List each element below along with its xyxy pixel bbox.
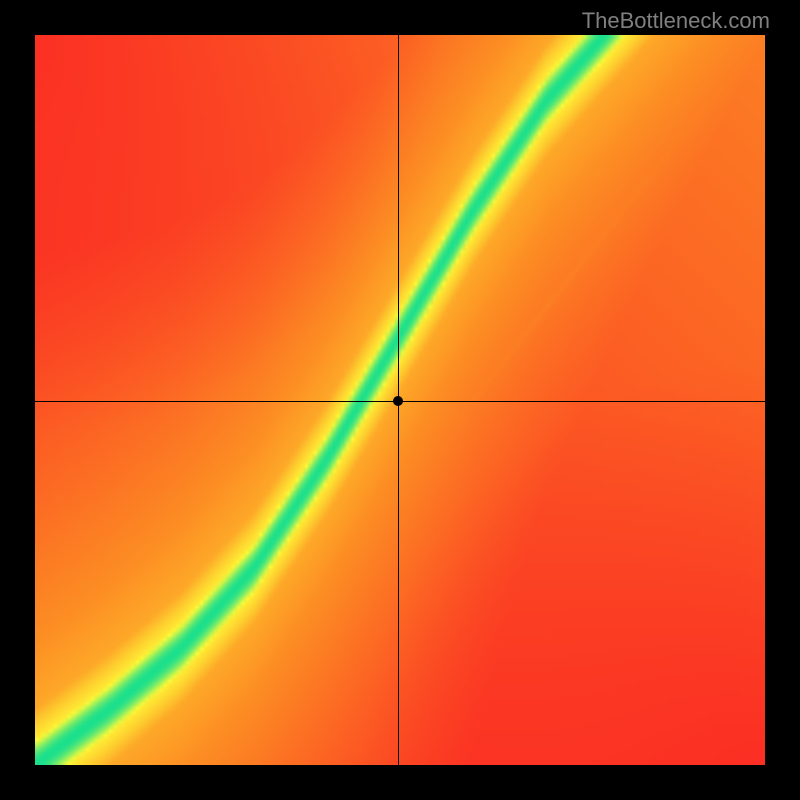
plot-area: [35, 35, 765, 765]
watermark-text: TheBottleneck.com: [582, 8, 770, 34]
marker-dot: [393, 396, 403, 406]
